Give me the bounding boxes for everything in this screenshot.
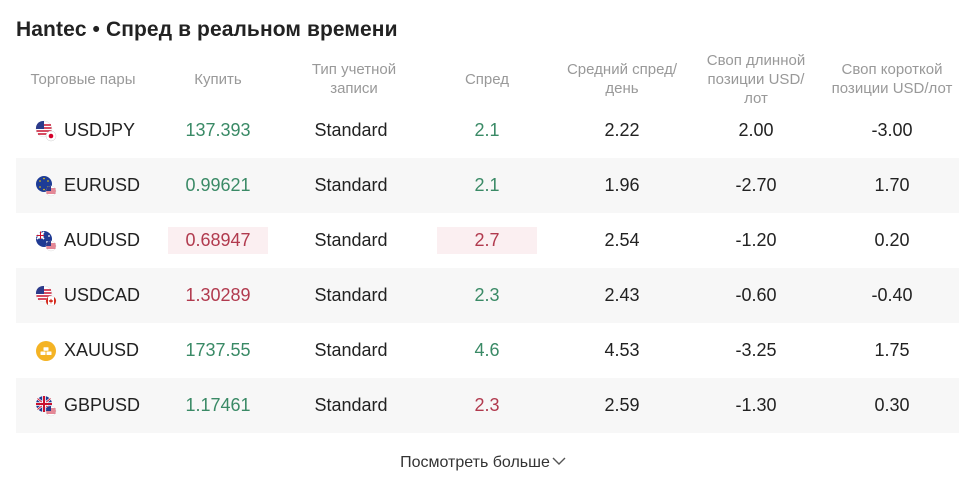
pair-cell: USDJPY <box>16 103 185 158</box>
pair-name: AUDUSD <box>64 230 141 250</box>
avg-spread-cell: 4.53 <box>604 340 640 360</box>
spread-value: 2.3 <box>474 395 500 415</box>
show-more: Посмотреть больше <box>0 454 966 472</box>
spread-highlight <box>437 227 537 254</box>
avg-spread-cell: 1.96 <box>604 175 640 195</box>
avg-spread-cell: 2.59 <box>604 395 640 415</box>
swap-long-cell: -1.30 <box>735 395 777 415</box>
avg-spread-cell: 2.43 <box>604 285 640 305</box>
us-ca-flag-icon <box>35 285 57 307</box>
header-swap-long: Своп длинной позиции USD/лот <box>706 51 806 107</box>
show-more-button[interactable]: Посмотреть больше <box>400 454 566 471</box>
spread-cell: 2.1 <box>437 158 537 213</box>
buy-price: 1.17461 <box>185 395 251 415</box>
pair-name: GBPUSD <box>64 395 141 415</box>
table-row[interactable]: XAUUSD 1737.55 Standard 4.6 4.53 -3.25 1.75 <box>16 323 959 378</box>
buy-price: 1.30289 <box>185 285 251 305</box>
pair-name: USDCAD <box>64 285 141 305</box>
buy-cell: 0.68947 <box>150 213 286 268</box>
table-row[interactable]: USDCAD 1.30289 Standard 2.3 2.43 -0.60 -0.40 <box>16 268 959 323</box>
pair-cell: AUDUSD <box>16 213 185 268</box>
header-account-type: Тип учетной записи <box>311 61 397 97</box>
pair-cell: EURUSD <box>16 158 185 213</box>
table-header: Торговые пары Купить Тип учетной записи … <box>16 51 959 107</box>
page-title: Hantec • Спред в реальном времени <box>16 18 398 41</box>
account-type-cell: Standard <box>314 340 388 360</box>
us-jp-flag-icon <box>35 120 57 142</box>
pair-name: EURUSD <box>64 175 141 195</box>
header-buy: Купить <box>194 70 242 88</box>
buy-cell: 1.17461 <box>150 378 286 433</box>
spread-value: 2.3 <box>474 285 500 305</box>
buy-price: 0.68947 <box>185 230 251 250</box>
header-avg-spread: Средний спред/день <box>566 61 678 97</box>
table-row[interactable]: AUDUSD 0.68947 Standard 2.7 2.54 -1.20 0.20 <box>16 213 959 268</box>
swap-short-cell: 1.75 <box>874 340 910 360</box>
account-type-cell: Standard <box>314 285 388 305</box>
account-type-cell: Standard <box>314 395 388 415</box>
chevron-down-icon <box>552 457 566 465</box>
buy-cell: 1737.55 <box>150 323 286 378</box>
swap-long-cell: -3.25 <box>735 340 777 360</box>
buy-highlight <box>168 227 268 254</box>
header-swap-short: Своп короткой позиции USD/лот <box>831 61 953 97</box>
pair-cell: USDCAD <box>16 268 185 323</box>
spread-value: 2.1 <box>474 175 500 195</box>
pair-cell: XAUUSD <box>16 323 185 378</box>
buy-price: 1737.55 <box>185 340 251 360</box>
table-row[interactable]: EURUSD 0.99621 Standard 2.1 1.96 -2.70 1.70 <box>16 158 959 213</box>
gb-us-flag-icon <box>35 395 57 417</box>
spread-cell: 2.1 <box>437 103 537 158</box>
spread-cell: 2.3 <box>437 378 537 433</box>
table-row[interactable]: USDJPY 137.393 Standard 2.1 2.22 2.00 -3.00 <box>16 103 959 158</box>
swap-long-cell: -1.20 <box>735 230 777 250</box>
buy-price: 0.99621 <box>185 175 251 195</box>
pair-name: USDJPY <box>64 120 136 140</box>
pair-cell: GBPUSD <box>16 378 185 433</box>
swap-short-cell: 1.70 <box>874 175 910 195</box>
buy-cell: 0.99621 <box>150 158 286 213</box>
au-us-flag-icon <box>35 230 57 252</box>
header-pair: Торговые пары <box>30 70 136 88</box>
swap-short-cell: 0.30 <box>874 395 910 415</box>
swap-long-cell: 2.00 <box>738 120 774 140</box>
buy-cell: 137.393 <box>150 103 286 158</box>
buy-cell: 1.30289 <box>150 268 286 323</box>
spread-value: 2.1 <box>474 120 500 140</box>
table-row[interactable]: GBPUSD 1.17461 Standard 2.3 2.59 -1.30 0.30 <box>16 378 959 433</box>
spread-value: 4.6 <box>474 340 500 360</box>
swap-short-cell: -3.00 <box>871 120 913 140</box>
swap-short-cell: -0.40 <box>871 285 913 305</box>
avg-spread-cell: 2.22 <box>604 120 640 140</box>
swap-short-cell: 0.20 <box>874 230 910 250</box>
swap-long-cell: -0.60 <box>735 285 777 305</box>
eu-us-flag-icon <box>35 175 57 197</box>
header-spread: Спред <box>464 70 510 88</box>
table-body: USDJPY 137.393 Standard 2.1 2.22 2.00 -3.00 EUR… <box>16 103 959 433</box>
spread-value: 2.7 <box>474 230 500 250</box>
spread-cell: 2.3 <box>437 268 537 323</box>
avg-spread-cell: 2.54 <box>604 230 640 250</box>
spread-cell: 4.6 <box>437 323 537 378</box>
spread-cell: 2.7 <box>437 213 537 268</box>
account-type-cell: Standard <box>314 120 388 140</box>
pair-name: XAUUSD <box>64 340 140 360</box>
gold-bars-icon <box>35 340 57 362</box>
account-type-cell: Standard <box>314 230 388 250</box>
buy-price: 137.393 <box>185 120 251 140</box>
swap-long-cell: -2.70 <box>735 175 777 195</box>
account-type-cell: Standard <box>314 175 388 195</box>
show-more-label: Посмотреть больше <box>400 454 550 471</box>
